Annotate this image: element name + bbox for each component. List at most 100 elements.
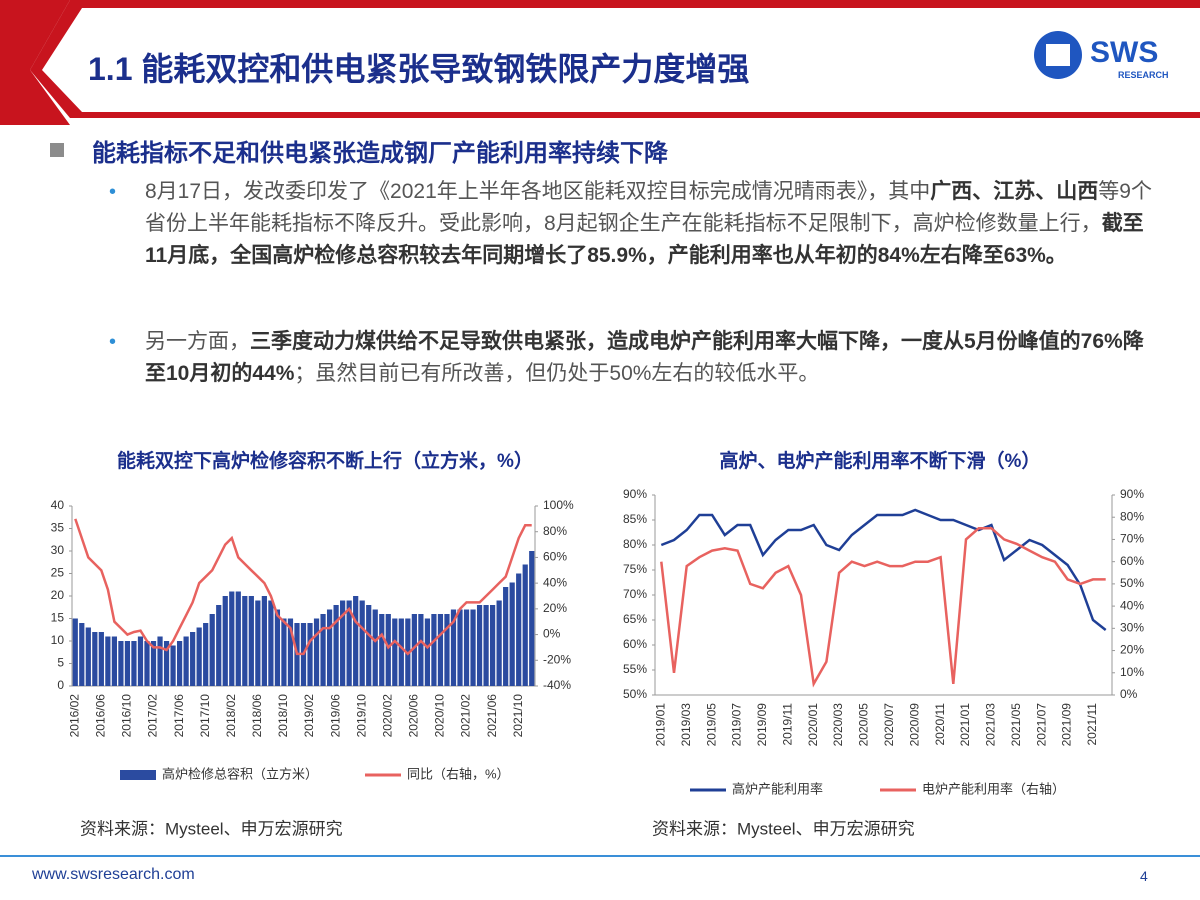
bar bbox=[353, 596, 359, 686]
x-tick-label: 2021/03 bbox=[984, 703, 998, 747]
bar bbox=[287, 618, 294, 686]
x-tick-label: 2017/10 bbox=[198, 694, 212, 738]
bar bbox=[176, 641, 183, 686]
legend-label: 同比（右轴，%） bbox=[407, 766, 510, 781]
y2-tick-label: 20% bbox=[543, 601, 567, 615]
y2-tick-label: 0% bbox=[543, 627, 561, 641]
y-tick-label: 55% bbox=[623, 662, 647, 676]
bar bbox=[281, 618, 287, 686]
x-tick-label: 2019/11 bbox=[780, 703, 794, 746]
bar bbox=[235, 591, 241, 686]
bar bbox=[320, 614, 326, 686]
bar bbox=[163, 641, 170, 686]
bar bbox=[190, 632, 196, 686]
bar bbox=[307, 623, 313, 686]
x-tick-label: 2019/01 bbox=[654, 703, 668, 747]
logo-subtext: RESEARCH bbox=[1118, 70, 1169, 80]
x-tick-label: 2021/09 bbox=[1060, 703, 1074, 747]
bar bbox=[424, 618, 431, 686]
x-tick-label: 2021/11 bbox=[1085, 703, 1099, 746]
bar bbox=[248, 596, 254, 686]
y-tick-label: 30 bbox=[51, 543, 65, 557]
bar bbox=[470, 609, 476, 686]
y-tick-label: 80% bbox=[623, 537, 647, 551]
legend-swatch bbox=[120, 770, 156, 780]
x-tick-label: 2017/06 bbox=[172, 694, 186, 738]
y2-tick-label: 60% bbox=[543, 550, 567, 564]
bullet-text: ；虽然目前已有所改善，但仍处于50%左右的较低水平。 bbox=[294, 362, 820, 385]
y2-tick-label: 60% bbox=[1120, 554, 1144, 568]
section-marker bbox=[50, 143, 64, 157]
bar bbox=[385, 614, 391, 686]
bar bbox=[450, 609, 457, 686]
bullet-text: 截至11月底，全国高炉检修总容积较去年同期增长了85.9%，产能利用率也从年初的… bbox=[145, 212, 1144, 267]
bar bbox=[516, 573, 522, 686]
bar bbox=[268, 600, 274, 686]
bar bbox=[203, 623, 209, 686]
bullet-text: 等9个省份上半年能耗指标不降反升。受此影响，8月起钢企生产在能耗指标不足限制下，… bbox=[145, 180, 1152, 235]
x-tick-label: 2019/07 bbox=[730, 703, 744, 747]
footer-url: www.swsresearch.com bbox=[32, 866, 195, 883]
bar bbox=[333, 605, 339, 686]
y-tick-label: 10 bbox=[51, 633, 65, 647]
y2-tick-label: -40% bbox=[543, 678, 571, 692]
x-tick-label: 2016/02 bbox=[67, 694, 81, 738]
bar bbox=[261, 596, 267, 686]
bar bbox=[229, 591, 235, 686]
x-tick-label: 2020/03 bbox=[831, 703, 845, 747]
bar bbox=[170, 645, 176, 686]
y-tick-label: 0 bbox=[57, 678, 64, 692]
y2-tick-label: 80% bbox=[543, 524, 567, 538]
y-tick-label: 50% bbox=[623, 687, 647, 701]
y-tick-label: 75% bbox=[623, 562, 647, 576]
y2-tick-label: -20% bbox=[543, 652, 571, 666]
x-tick-label: 2020/07 bbox=[882, 703, 896, 747]
chart-source: 资料来源：Mysteel、申万宏源研究 bbox=[80, 819, 343, 838]
header-decoration bbox=[0, 0, 70, 125]
chart-title: 能耗双控下高炉检修容积不断上行（立方米，%） bbox=[117, 449, 533, 472]
x-tick-label: 2017/02 bbox=[146, 694, 160, 738]
line bbox=[660, 508, 1107, 631]
y-tick-label: 60% bbox=[623, 637, 647, 651]
bar bbox=[157, 636, 163, 686]
x-tick-label: 2016/06 bbox=[94, 694, 108, 738]
x-tick-label: 2019/03 bbox=[679, 703, 693, 747]
bar bbox=[437, 614, 444, 686]
y-tick-label: 85% bbox=[623, 512, 647, 526]
slide-title: 1.1 能耗双控和供电紧张导致钢铁限产力度增强 bbox=[88, 51, 750, 87]
line bbox=[74, 518, 532, 656]
bar bbox=[457, 609, 463, 686]
bullet-text: 8月17日，发改委印发了《2021年上半年各地区能耗双控目标完成情况晴雨表》，其… bbox=[145, 180, 931, 203]
y-tick-label: 25 bbox=[51, 566, 65, 580]
x-tick-label: 2019/10 bbox=[354, 694, 368, 738]
bar bbox=[274, 609, 281, 686]
y2-tick-label: 30% bbox=[1120, 621, 1144, 635]
bar bbox=[98, 632, 104, 686]
section-heading: 能耗指标不足和供电紧张造成钢厂产能利用率持续下降 bbox=[92, 140, 668, 167]
bar bbox=[463, 609, 470, 686]
bar bbox=[196, 627, 202, 686]
y-tick-label: 20 bbox=[51, 588, 65, 602]
x-tick-label: 2020/06 bbox=[407, 694, 421, 738]
bar bbox=[111, 636, 117, 686]
y2-tick-label: 40% bbox=[1120, 598, 1144, 612]
y2-tick-label: 70% bbox=[1120, 532, 1144, 546]
y-tick-label: 35 bbox=[51, 521, 65, 535]
line bbox=[660, 527, 1106, 688]
x-tick-label: 2020/11 bbox=[933, 703, 947, 746]
bar bbox=[183, 636, 189, 686]
bullet-text: 另一方面， bbox=[145, 330, 250, 353]
bullet: • 8月17日，发改委印发了《2021年上半年各地区能耗双控目标完成情况晴雨表》，… bbox=[109, 176, 1160, 272]
y-tick-label: 40 bbox=[51, 498, 65, 512]
y-tick-label: 5 bbox=[57, 656, 64, 670]
bar bbox=[85, 627, 91, 686]
bullet-dot: • bbox=[109, 331, 117, 353]
logo-text: SWS bbox=[1090, 36, 1159, 69]
bar bbox=[509, 582, 515, 686]
y-tick-label: 65% bbox=[623, 612, 647, 626]
bar bbox=[150, 641, 157, 686]
bar bbox=[118, 641, 124, 686]
bar bbox=[483, 605, 489, 686]
x-tick-label: 2019/06 bbox=[328, 694, 342, 738]
x-tick-label: 2020/02 bbox=[380, 694, 394, 738]
